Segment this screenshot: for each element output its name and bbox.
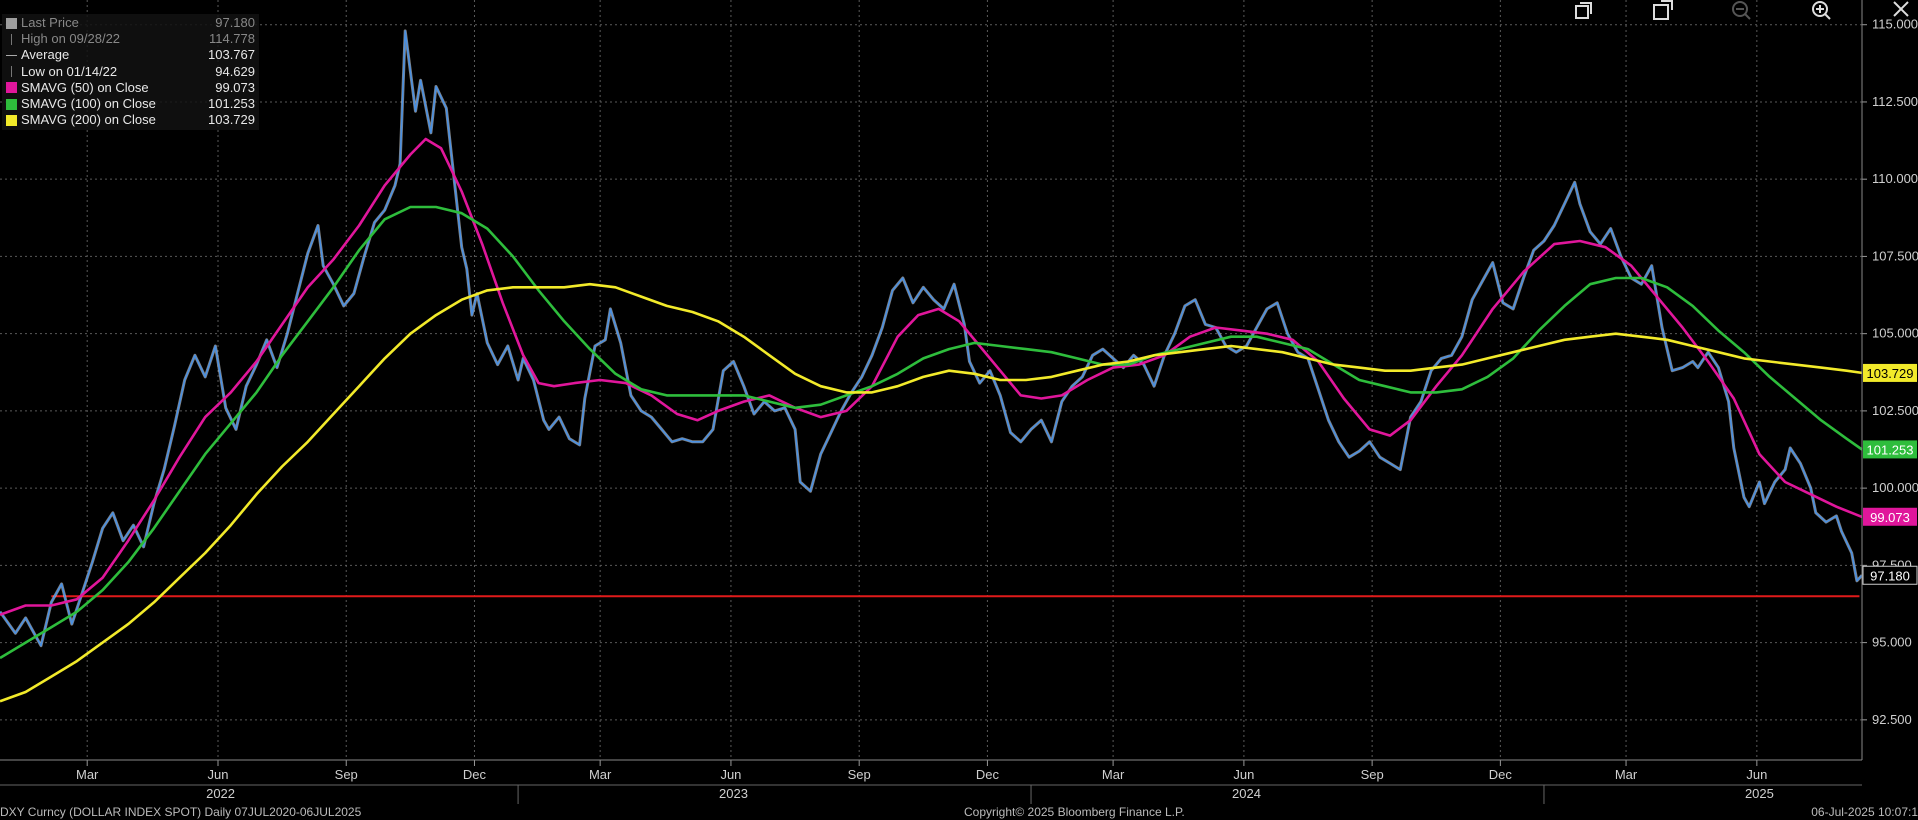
y-tick-label: 112.500 — [1872, 94, 1918, 109]
restore-window-icon[interactable] — [1566, 0, 1598, 22]
footer-bar: DXY Curncy (DOLLAR INDEX SPOT) Daily 07J… — [0, 804, 1918, 820]
legend-value: 94.629 — [215, 63, 255, 79]
x-month-label: Mar — [1615, 767, 1638, 782]
y-tick-label: 115.000 — [1872, 17, 1918, 32]
y-tick-label: 105.000 — [1872, 326, 1918, 341]
smavg-100-swatch — [6, 98, 17, 110]
legend-item-last-price: Last Price 97.180 — [6, 15, 255, 31]
value-tag-box — [1863, 507, 1917, 526]
legend-value: 103.729 — [208, 112, 255, 128]
y-axis: 92.50095.00097.500100.000102.500105.0001… — [1861, 0, 1918, 760]
legend-item-smavg-50: SMAVG (50) on Close 99.073 — [6, 80, 255, 96]
y-tick-label: 92.500 — [1872, 712, 1912, 727]
x-month-label: Mar — [76, 767, 99, 782]
value-tag-text: 99.073 — [1870, 510, 1910, 525]
x-month-label: Sep — [1361, 767, 1384, 782]
x-axis: Mar Jun Sep Dec Mar Jun Sep Dec Mar Jun Sep Dec Mar J… — [0, 759, 1862, 804]
smavg-50-value-tag: 99.073 — [1863, 507, 1917, 526]
legend-label: High on 09/28/22 — [21, 31, 121, 47]
legend-item-high: High on 09/28/22 114.778 — [6, 31, 255, 47]
legend-label: Last Price — [21, 15, 79, 30]
legend-label: SMAVG (200) on Close — [21, 112, 156, 128]
legend-label: Low on 01/14/22 — [21, 63, 118, 79]
legend-item-smavg-200: SMAVG (200) on Close 103.729 — [6, 112, 255, 128]
smavg-50-swatch — [6, 82, 17, 94]
x-year-label: 2025 — [1745, 786, 1774, 801]
x-year-label: 2022 — [206, 786, 235, 801]
average-marker-icon — [6, 50, 17, 61]
x-month-label: Jun — [1746, 767, 1767, 782]
value-tag-box — [1863, 440, 1917, 459]
value-tag-text: 103.729 — [1867, 366, 1914, 381]
legend-value: 99.073 — [215, 79, 255, 95]
footer-copyright: Copyright© 2025 Bloomberg Finance L.P. — [964, 805, 1185, 819]
popout-window-icon[interactable] — [1646, 0, 1678, 22]
high-marker-icon — [6, 33, 17, 45]
smavg-200-value-tag: 103.729 — [1863, 363, 1917, 382]
series-lines — [0, 29, 1864, 703]
legend-value: 103.767 — [208, 47, 255, 63]
y-tick-label: 95.000 — [1872, 635, 1912, 650]
smavg-200-swatch — [6, 114, 17, 126]
legend-label: SMAVG (100) on Close — [21, 96, 156, 112]
x-month-label: Jun — [720, 767, 741, 782]
chart-toolbar — [1518, 0, 1918, 22]
x-month-label: Dec — [463, 767, 487, 782]
x-month-label: Sep — [848, 767, 871, 782]
zoom-out-icon[interactable] — [1726, 0, 1758, 22]
legend-label: SMAVG (50) on Close — [21, 79, 149, 95]
x-year-label: 2023 — [719, 786, 748, 801]
series-last-price — [0, 30, 1863, 647]
x-year-label: 2024 — [1232, 786, 1261, 801]
footer-security-info: DXY Curncy (DOLLAR INDEX SPOT) Daily 07J… — [0, 805, 362, 819]
x-month-label: Mar — [589, 767, 612, 782]
last-price-swatch — [6, 17, 17, 29]
x-month-label: Sep — [335, 767, 358, 782]
y-tick-label: 110.000 — [1872, 171, 1918, 186]
x-month-label: Dec — [1489, 767, 1513, 782]
low-marker-icon — [6, 66, 17, 78]
legend-item-average: Average 103.767 — [6, 47, 255, 63]
legend-value: 114.778 — [208, 31, 255, 47]
series-smavg-50 — [0, 137, 1863, 617]
grid-lines — [0, 0, 1862, 760]
y-tick-label: 102.500 — [1872, 403, 1918, 418]
value-tag-text: 97.180 — [1870, 568, 1910, 583]
zoom-in-icon[interactable] — [1806, 0, 1838, 22]
x-month-label: Jun — [1233, 767, 1254, 782]
series-smavg-100 — [0, 205, 1863, 660]
smavg-100-value-tag: 101.253 — [1863, 440, 1917, 459]
value-tag-box — [1862, 565, 1918, 585]
y-tick-label: 107.500 — [1872, 248, 1918, 263]
value-tags: 103.729 101.253 99.073 97.180 — [1862, 363, 1918, 585]
legend: Last Price 97.180 High on 09/28/22 114.7… — [2, 14, 259, 131]
y-tick-label: 100.000 — [1872, 480, 1918, 495]
close-icon[interactable] — [1886, 0, 1918, 22]
series-smavg-200 — [0, 282, 1863, 703]
footer-timestamp: 06-Jul-2025 10:07:1 — [1811, 805, 1918, 819]
x-month-label: Dec — [976, 767, 1000, 782]
x-month-label: Mar — [1102, 767, 1125, 782]
legend-item-low: Low on 01/14/22 94.629 — [6, 64, 255, 80]
legend-value: 101.253 — [208, 96, 255, 112]
legend-item-smavg-100: SMAVG (100) on Close 101.253 — [6, 96, 255, 112]
legend-label: Average — [21, 47, 70, 63]
x-month-label: Jun — [208, 767, 229, 782]
value-tag-box — [1863, 363, 1917, 382]
legend-value: 97.180 — [215, 15, 255, 30]
last-price-value-tag: 97.180 — [1862, 565, 1918, 585]
value-tag-text: 101.253 — [1867, 442, 1914, 457]
